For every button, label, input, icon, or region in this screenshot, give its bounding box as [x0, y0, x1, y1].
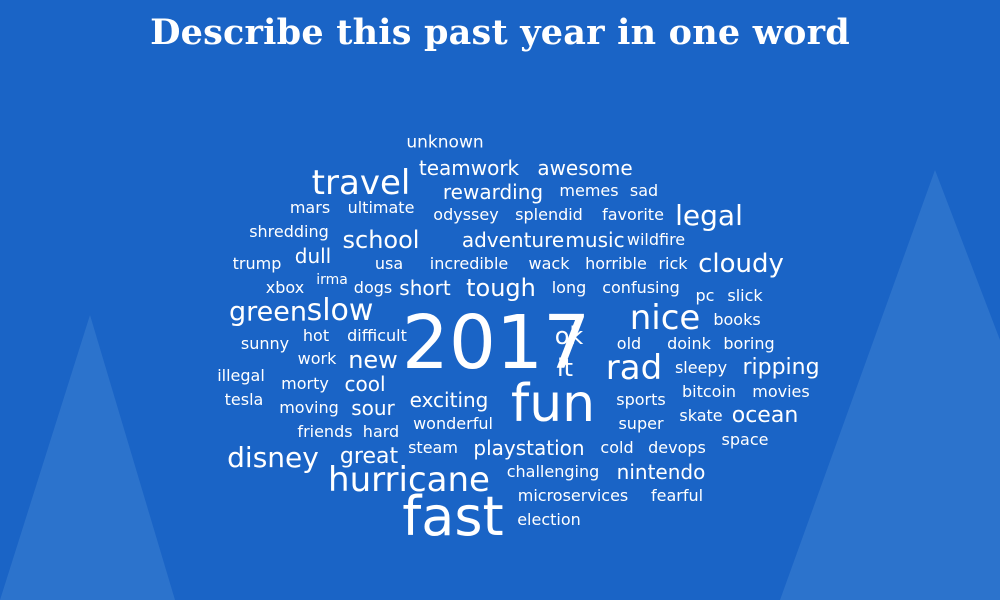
cloud-word-favorite: favorite — [602, 205, 664, 224]
cloud-word-pc: pc — [695, 286, 715, 305]
cloud-word-space: space — [721, 430, 769, 449]
cloud-word-school: school — [342, 226, 420, 254]
cloud-word-hard: hard — [362, 422, 400, 441]
cloud-word-exciting: exciting — [409, 388, 489, 412]
cloud-word-long: long — [551, 278, 587, 297]
cloud-word-super: super — [618, 414, 664, 433]
cloud-word-challenging: challenging — [506, 462, 600, 481]
cloud-word-rick: rick — [658, 254, 688, 273]
cloud-word-odyssey: odyssey — [433, 205, 499, 224]
cloud-word-trump: trump — [232, 254, 282, 273]
cloud-word-moving: moving — [279, 398, 339, 417]
cloud-word-morty: morty — [281, 374, 329, 393]
cloud-word-unknown: unknown — [406, 132, 484, 153]
cloud-word-fun: fun — [510, 374, 596, 434]
cloud-word-legal: legal — [675, 199, 743, 232]
cloud-word-xbox: xbox — [265, 278, 305, 297]
cloud-word-playstation: playstation — [473, 436, 585, 460]
cloud-word-sad: sad — [629, 181, 659, 200]
right-mountain — [780, 170, 1000, 600]
cloud-word-new: new — [348, 346, 398, 374]
cloud-word-hot: hot — [302, 326, 330, 345]
cloud-word-it: it — [556, 354, 574, 382]
cloud-word-sports: sports — [616, 390, 666, 409]
cloud-word-microservices: microservices — [517, 486, 629, 505]
cloud-word-teamwork: teamwork — [418, 156, 520, 180]
cloud-word-movies: movies — [752, 382, 810, 401]
cloud-word-sunny: sunny — [240, 334, 290, 353]
cloud-word-boring: boring — [723, 334, 775, 353]
cloud-word-dull: dull — [294, 244, 332, 268]
cloud-word-ultimate: ultimate — [347, 198, 415, 217]
cloud-word-usa: usa — [374, 254, 404, 273]
cloud-word-devops: devops — [648, 438, 706, 457]
cloud-word-skate: skate — [679, 406, 723, 425]
cloud-word-books: books — [713, 310, 761, 329]
cloud-word-fast: fast — [402, 485, 504, 548]
cloud-word-friends: friends — [297, 422, 353, 441]
cloud-word-mars: mars — [289, 198, 331, 217]
cloud-word-splendid: splendid — [515, 205, 583, 224]
cloud-word-old: old — [616, 334, 642, 353]
cloud-word-fearful: fearful — [650, 486, 704, 505]
cloud-word-bitcoin: bitcoin — [681, 382, 737, 401]
cloud-word-cold: cold — [600, 438, 634, 457]
cloud-word-rewarding: rewarding — [442, 180, 544, 204]
cloud-word-difficult: difficult — [347, 326, 407, 345]
cloud-word-steam: steam — [408, 438, 458, 457]
cloud-word-dogs: dogs — [353, 278, 393, 297]
cloud-word-horrible: horrible — [585, 254, 647, 273]
cloud-word-cool: cool — [344, 372, 386, 396]
cloud-word-confusing: confusing — [602, 278, 680, 297]
cloud-word-slow: slow — [306, 293, 374, 328]
cloud-word-nintendo: nintendo — [616, 460, 706, 484]
cloud-word-rad: rad — [605, 348, 663, 388]
left-mountain — [0, 315, 175, 600]
cloud-word-wack: wack — [528, 254, 570, 273]
cloud-word-sleepy: sleepy — [674, 358, 728, 377]
cloud-word-shredding: shredding — [249, 222, 329, 241]
cloud-word-nice: nice — [629, 298, 701, 338]
cloud-word-2017: 2017 — [401, 300, 591, 386]
cloud-word-ripping: ripping — [742, 355, 820, 380]
cloud-word-tesla: tesla — [224, 390, 264, 409]
cloud-word-cloudy: cloudy — [698, 249, 784, 279]
cloud-word-tough: tough — [466, 274, 536, 302]
cloud-word-work: work — [297, 349, 337, 368]
cloud-word-adventure: adventure — [461, 228, 565, 252]
cloud-word-irma: irma — [316, 272, 348, 288]
cloud-word-sour: sour — [351, 396, 395, 420]
cloud-word-incredible: incredible — [429, 254, 509, 273]
page-title: Describe this past year in one word — [150, 12, 850, 53]
cloud-word-wonderful: wonderful — [413, 414, 493, 433]
cloud-word-ocean: ocean — [731, 403, 799, 428]
cloud-word-awesome: awesome — [537, 156, 633, 180]
cloud-word-wildfire: wildfire — [626, 230, 686, 249]
cloud-word-hurricane: hurricane — [328, 460, 490, 500]
cloud-word-green: green — [229, 296, 307, 328]
cloud-word-music: music — [565, 228, 625, 252]
cloud-word-disney: disney — [227, 441, 319, 474]
cloud-word-great: great — [339, 444, 399, 469]
cloud-word-ok: ok — [554, 322, 584, 350]
cloud-word-doink: doink — [667, 334, 711, 353]
cloud-word-travel: travel — [311, 163, 411, 203]
cloud-word-short: short — [399, 276, 451, 300]
cloud-word-election: election — [517, 510, 581, 529]
cloud-word-slick: slick — [727, 286, 763, 305]
cloud-word-illegal: illegal — [217, 366, 265, 385]
cloud-word-memes: memes — [559, 181, 619, 200]
